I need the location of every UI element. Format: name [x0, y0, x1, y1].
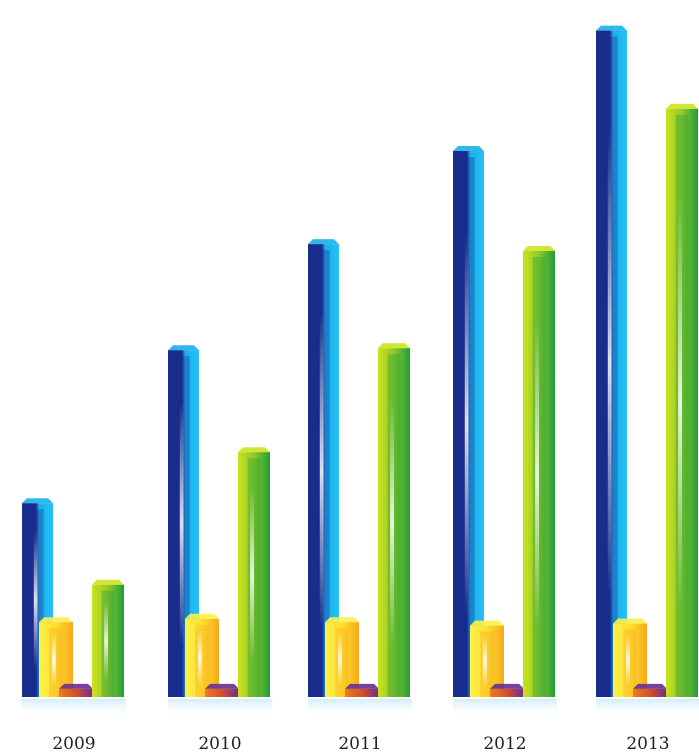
bar-2010-s4 — [238, 447, 270, 697]
bar-2011-s4 — [378, 343, 410, 697]
reflection-2012 — [453, 699, 557, 717]
bar-2013-s3 — [633, 683, 667, 697]
bar-2011-s3 — [345, 683, 379, 697]
reflection-2010 — [168, 699, 272, 717]
bar-2009-s3 — [59, 683, 93, 697]
x-tick-label-2011: 2011 — [338, 734, 381, 754]
reflection-2011 — [308, 699, 412, 717]
reflection-2013 — [596, 699, 699, 717]
bar-2012-s3 — [490, 683, 524, 697]
bar-2009-s4 — [92, 579, 124, 697]
bar-2013-s4 — [666, 103, 698, 698]
bar-2013-s1 — [596, 25, 627, 698]
x-tick-label-2009: 2009 — [52, 734, 95, 754]
x-tick-label-2010: 2010 — [198, 734, 241, 754]
reflection-2009 — [22, 699, 126, 717]
bar-2010-s2 — [185, 613, 219, 697]
bar-2012-s4 — [523, 245, 555, 698]
bar-2010-s1 — [168, 345, 199, 697]
bar-2011-s1 — [308, 239, 339, 697]
bar-2011-s2 — [325, 617, 359, 697]
x-tick-label-2013: 2013 — [626, 734, 669, 754]
bar-2010-s3 — [205, 683, 239, 697]
x-tick-label-2012: 2012 — [483, 734, 526, 754]
bar-2012-s1 — [453, 145, 484, 697]
